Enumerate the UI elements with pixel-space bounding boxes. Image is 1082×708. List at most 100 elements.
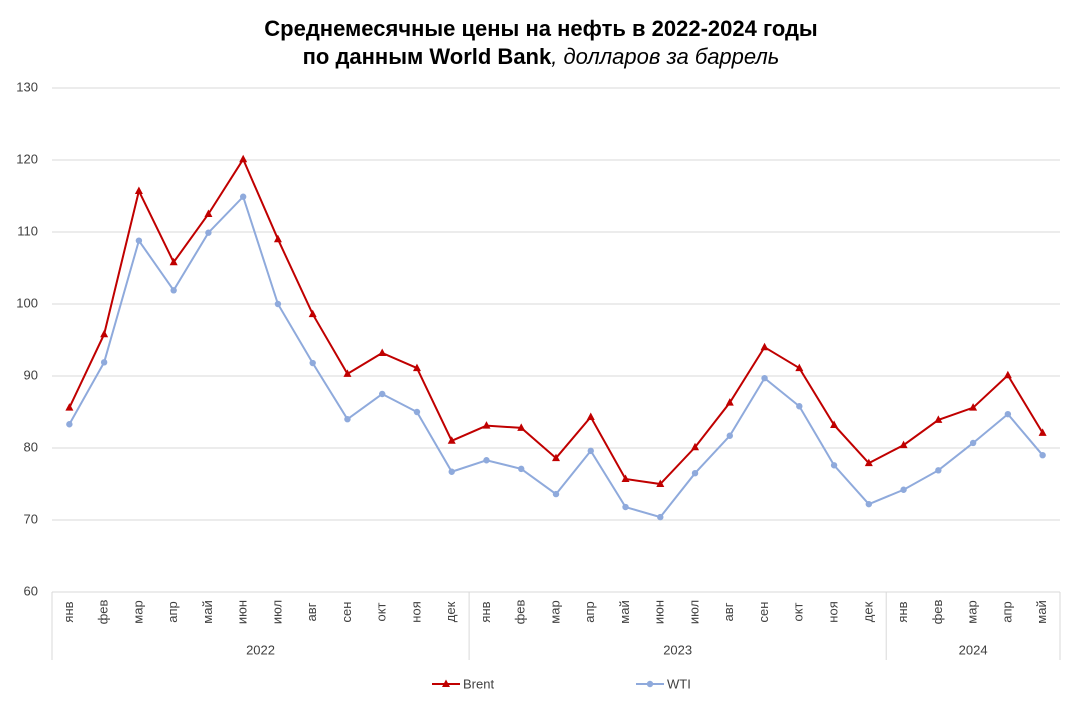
point bbox=[622, 503, 629, 511]
point bbox=[760, 342, 769, 351]
point bbox=[66, 421, 73, 428]
point bbox=[169, 257, 178, 266]
x-group-label: 2024 bbox=[959, 642, 988, 657]
point bbox=[344, 416, 351, 423]
point bbox=[413, 408, 421, 416]
point bbox=[239, 193, 247, 200]
point bbox=[1004, 410, 1012, 418]
x-tick-label: янв bbox=[478, 601, 493, 622]
legend-marker bbox=[646, 680, 654, 688]
point bbox=[65, 403, 74, 411]
point bbox=[969, 403, 978, 411]
y-tick-label: 100 bbox=[16, 295, 38, 310]
point bbox=[518, 465, 525, 473]
point bbox=[935, 467, 942, 474]
x-tick-label: окт bbox=[791, 602, 806, 621]
chart-subtitle: , долларов за баррель bbox=[551, 44, 779, 69]
x-tick-label: ноя bbox=[826, 601, 841, 622]
point bbox=[483, 457, 490, 464]
point bbox=[135, 237, 143, 244]
y-tick-label: 110 bbox=[17, 223, 38, 238]
x-tick-label: сен bbox=[339, 602, 354, 623]
x-tick-label: июл bbox=[269, 600, 284, 624]
point bbox=[761, 374, 768, 382]
x-tick-label: сен bbox=[756, 602, 771, 623]
point bbox=[274, 300, 282, 308]
point bbox=[1038, 428, 1047, 436]
point bbox=[134, 186, 143, 194]
point bbox=[552, 490, 560, 498]
point bbox=[830, 420, 839, 428]
x-tick-label: апр bbox=[165, 601, 180, 623]
y-tick-label: 60 bbox=[24, 583, 38, 598]
x-tick-label: июн bbox=[652, 600, 667, 624]
x-tick-label: май bbox=[200, 600, 215, 623]
legend-marker bbox=[442, 679, 450, 687]
point bbox=[795, 363, 804, 372]
point bbox=[691, 442, 700, 451]
point bbox=[482, 421, 491, 429]
point bbox=[656, 479, 665, 487]
point bbox=[900, 486, 907, 493]
x-tick-label: мар bbox=[547, 600, 562, 623]
point bbox=[100, 359, 108, 366]
legend-label: WTI bbox=[667, 676, 691, 691]
point bbox=[587, 447, 594, 455]
point bbox=[796, 403, 803, 410]
point bbox=[448, 468, 455, 475]
x-tick-label: апр bbox=[582, 601, 597, 623]
point bbox=[273, 234, 282, 243]
point bbox=[621, 474, 630, 482]
point bbox=[865, 500, 873, 508]
point bbox=[412, 363, 421, 372]
x-tick-label: фев bbox=[513, 599, 528, 624]
x-tick-label: авг bbox=[304, 602, 319, 621]
y-tick-label: 90 bbox=[24, 367, 38, 382]
point bbox=[100, 329, 109, 338]
chart-title-line: по данным World Bank, долларов за баррел… bbox=[303, 44, 780, 69]
x-tick-label: мар bbox=[130, 600, 145, 623]
x-tick-label: апр bbox=[999, 601, 1014, 623]
point bbox=[586, 412, 595, 421]
point bbox=[1039, 452, 1046, 459]
point bbox=[899, 440, 908, 449]
point bbox=[205, 229, 212, 236]
x-tick-label: окт bbox=[374, 602, 389, 621]
x-tick-label: янв bbox=[895, 601, 910, 622]
y-tick-label: 80 bbox=[24, 439, 38, 454]
x-tick-label: фев bbox=[96, 599, 111, 624]
point bbox=[447, 436, 456, 444]
x-tick-label: июл bbox=[686, 600, 701, 624]
point bbox=[725, 398, 734, 406]
chart-title: Среднемесячные цены на нефть в 2022-2024… bbox=[264, 16, 817, 41]
point bbox=[657, 513, 664, 521]
x-tick-label: май bbox=[617, 600, 632, 623]
point bbox=[204, 209, 213, 217]
x-tick-label: дек bbox=[443, 601, 458, 622]
x-tick-label: фев bbox=[930, 599, 945, 624]
x-tick-label: мар bbox=[965, 600, 980, 623]
legend-label: Brent bbox=[463, 676, 494, 691]
point bbox=[969, 439, 977, 447]
y-tick-label: 130 bbox=[16, 79, 38, 94]
point bbox=[378, 348, 387, 356]
x-tick-label: май bbox=[1034, 600, 1049, 623]
point bbox=[343, 369, 352, 377]
x-tick-label: дек bbox=[860, 601, 875, 622]
y-tick-label: 120 bbox=[16, 151, 38, 166]
point bbox=[517, 423, 526, 431]
point bbox=[379, 390, 386, 398]
x-tick-label: ноя bbox=[408, 601, 423, 622]
point bbox=[864, 458, 873, 467]
x-tick-label: янв bbox=[61, 601, 76, 622]
point bbox=[309, 359, 316, 367]
x-group-label: 2022 bbox=[246, 642, 275, 657]
point bbox=[239, 154, 248, 163]
x-tick-label: июн bbox=[235, 600, 250, 624]
point bbox=[691, 470, 699, 477]
point bbox=[308, 309, 317, 318]
x-tick-label: авг bbox=[721, 602, 736, 621]
chart-title: по данным World Bank bbox=[303, 44, 552, 69]
point bbox=[726, 432, 733, 439]
